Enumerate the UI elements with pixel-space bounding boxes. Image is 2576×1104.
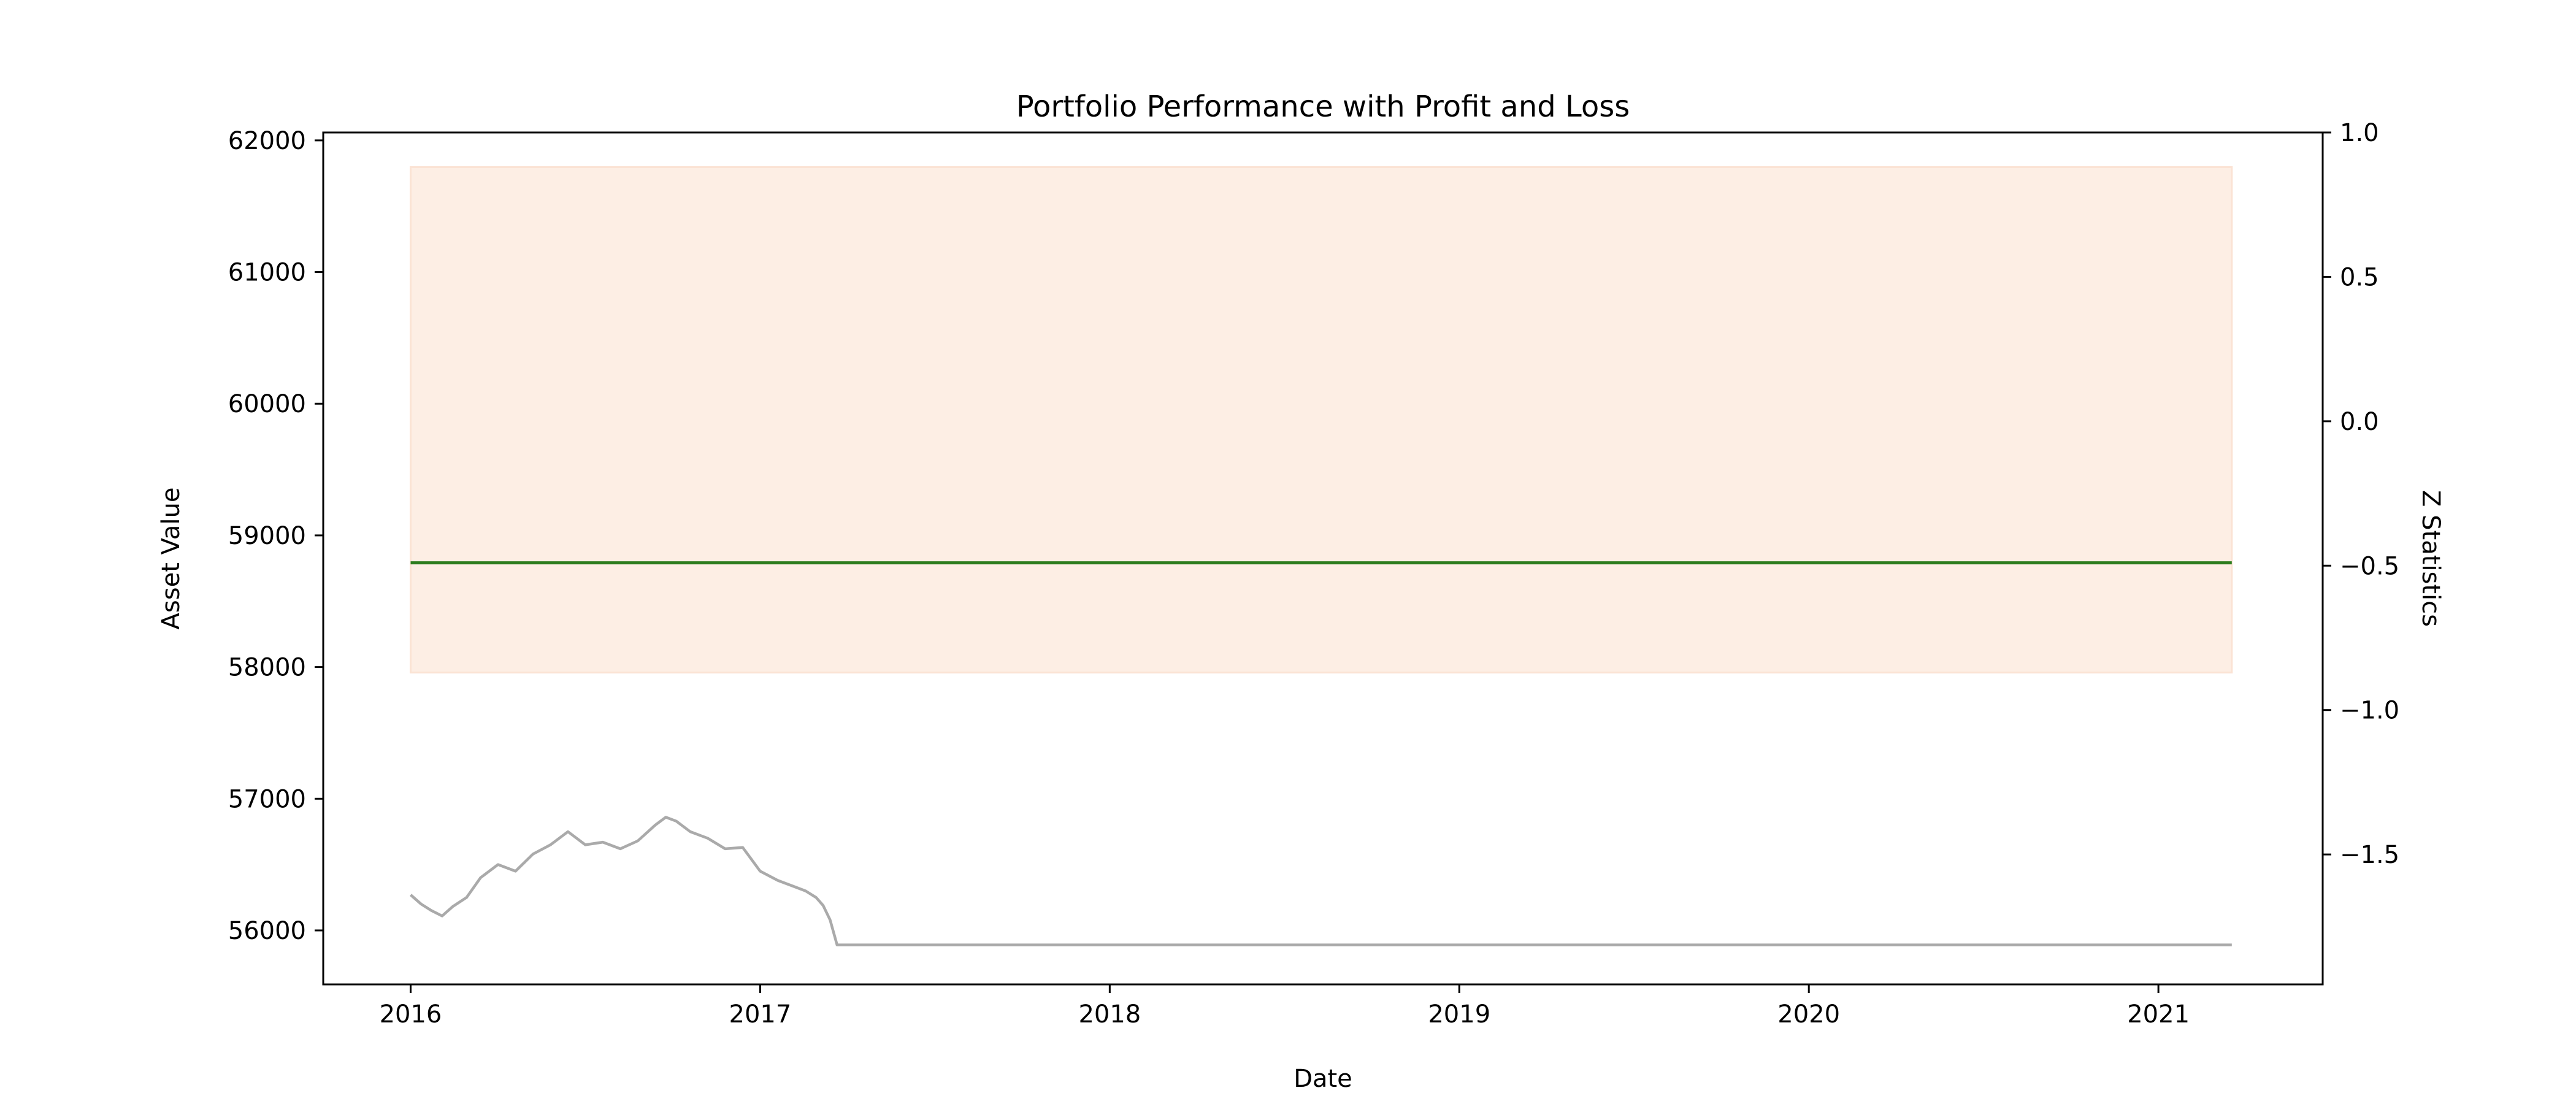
y-tick-label: 61000 <box>228 259 306 287</box>
y-tick-label: 57000 <box>228 785 306 813</box>
x-axis: 2016 2017 2018 2019 2020 2021 <box>380 984 2190 1029</box>
y2-axis-label: Z Statistics <box>2417 490 2445 627</box>
x-tick-label: 2018 <box>1078 1000 1141 1029</box>
bands-layer <box>409 166 2233 673</box>
chart-title: Portfolio Performance with Profit and Lo… <box>1016 90 1630 124</box>
x-tick-label: 2017 <box>729 1000 792 1029</box>
y2-tick-label: 0.0 <box>2340 408 2379 436</box>
y2-tick-label: −1.0 <box>2340 697 2399 725</box>
y-tick-label: 58000 <box>228 654 306 682</box>
plot-frame <box>322 131 2324 986</box>
y2-tick-label: 0.5 <box>2340 263 2379 291</box>
y-axis-left: 56000 57000 58000 59000 60000 61000 62000 <box>228 127 323 945</box>
confidence-band <box>409 166 2233 673</box>
y-tick-label: 60000 <box>228 390 306 418</box>
x-tick-label: 2021 <box>2127 1000 2190 1029</box>
y-axis-right: 1.0 0.5 0.0 −0.5 −1.0 −1.5 <box>2323 119 2399 869</box>
y2-tick-label: −1.5 <box>2340 841 2399 869</box>
asset-value-line <box>410 816 2232 946</box>
y-tick-label: 62000 <box>228 127 306 155</box>
x-tick-label: 2019 <box>1428 1000 1490 1029</box>
y-tick-label: 56000 <box>228 917 306 945</box>
y-axis-label: Asset Value <box>157 488 185 630</box>
y2-tick-label: −0.5 <box>2340 552 2399 580</box>
y-tick-label: 59000 <box>228 522 306 550</box>
x-axis-label: Date <box>1294 1065 1352 1093</box>
series-layer <box>410 561 2232 946</box>
x-tick-label: 2016 <box>380 1000 442 1029</box>
y2-tick-label: 1.0 <box>2340 119 2379 147</box>
x-tick-label: 2020 <box>1777 1000 1840 1029</box>
